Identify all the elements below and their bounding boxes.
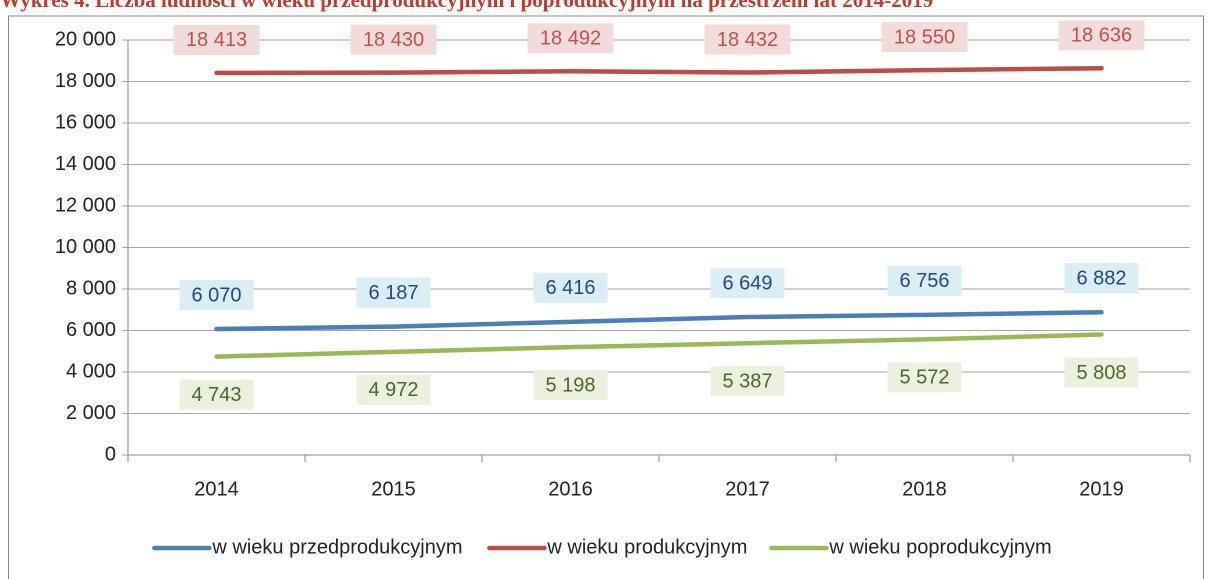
- data-label-box: [350, 24, 437, 55]
- data-label: 6 187: [368, 282, 418, 304]
- data-label-box: [533, 272, 608, 303]
- y-tick-label: 6 000: [66, 319, 116, 341]
- data-label-box: [887, 362, 962, 393]
- y-tick-label: 16 000: [55, 111, 116, 133]
- data-label: 5 808: [1076, 362, 1126, 384]
- data-label-box: [710, 366, 785, 397]
- y-tick-label: 8 000: [66, 277, 116, 299]
- legend-label: w wieku poprodukcyjnym: [828, 536, 1051, 558]
- data-label: 18 413: [186, 29, 247, 51]
- data-label: 18 550: [894, 26, 955, 48]
- data-label: 6 416: [545, 277, 595, 299]
- x-tick-label: 2018: [902, 478, 947, 500]
- data-label: 6 756: [899, 270, 949, 292]
- y-tick-label: 20 000: [55, 28, 116, 50]
- chart-title: Wykres 4. Liczba ludności w wieku przedp…: [0, 0, 933, 12]
- y-tick-label: 0: [105, 443, 116, 465]
- legend-label: w wieku przedprodukcyjnym: [211, 536, 462, 558]
- data-label-box: [881, 22, 968, 53]
- x-tick-label: 2014: [194, 478, 239, 500]
- data-label-box: [710, 268, 785, 299]
- data-label: 4 972: [368, 379, 418, 401]
- data-label-box: [173, 24, 260, 55]
- data-label-box: [887, 265, 962, 296]
- y-tick-label: 14 000: [55, 153, 116, 175]
- series-line: [214, 309, 1104, 332]
- y-tick-label: 2 000: [66, 402, 116, 424]
- data-label: 18 432: [717, 29, 778, 51]
- y-tick-label: 18 000: [55, 70, 116, 92]
- data-label-box: [1064, 263, 1139, 294]
- data-label: 5 198: [545, 374, 595, 396]
- x-tick-label: 2019: [1079, 478, 1124, 500]
- y-tick-label: 4 000: [66, 360, 116, 382]
- data-label-box: [533, 370, 608, 401]
- data-label-box: [356, 374, 431, 405]
- y-tick-label: 12 000: [55, 194, 116, 216]
- data-label-box: [527, 23, 614, 54]
- data-label-box: [1064, 357, 1139, 388]
- data-label: 18 492: [540, 28, 601, 50]
- data-label: 5 387: [722, 371, 772, 393]
- data-label: 18 430: [363, 29, 424, 51]
- data-label-box: [1058, 20, 1145, 51]
- data-label-box: [179, 379, 254, 410]
- data-label-box: [704, 24, 791, 55]
- data-label: 6 882: [1076, 267, 1126, 289]
- data-label-box: [356, 277, 431, 308]
- data-label: 6 070: [191, 284, 241, 306]
- data-label: 18 636: [1071, 25, 1132, 47]
- x-tick-label: 2017: [725, 478, 770, 500]
- series-line: [214, 66, 1104, 76]
- data-label: 5 572: [899, 367, 949, 389]
- x-tick-label: 2016: [548, 478, 593, 500]
- x-tick-label: 2015: [371, 478, 416, 500]
- data-label-box: [179, 280, 254, 311]
- series-line: [214, 332, 1104, 359]
- legend-label: w wieku produkcyjnym: [546, 536, 747, 558]
- chart-frame: [8, 15, 1204, 579]
- data-label: 4 743: [191, 384, 241, 406]
- y-tick-label: 10 000: [55, 236, 116, 258]
- data-label: 6 649: [722, 272, 772, 294]
